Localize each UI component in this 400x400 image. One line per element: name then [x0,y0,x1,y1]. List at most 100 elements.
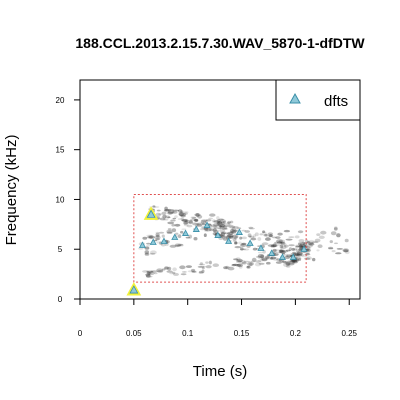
spectrogram-blob [212,232,218,236]
spectrogram-blob [262,250,266,254]
data-point [300,245,308,252]
spectrogram-blob [180,230,184,234]
spectrogram-blob [146,275,153,278]
spectrogram-blob [283,253,289,257]
spectrogram-blob [145,274,151,278]
spectrogram-blob [292,261,298,264]
spectrogram-blob [155,232,160,237]
spectrogram-blob [296,253,302,257]
spectrogram-blob [331,250,336,253]
spectrogram-blob [221,228,228,230]
spectrogram-blob [246,265,251,269]
y-tick-label: 15 [56,146,65,155]
spectrogram-blob [286,254,293,258]
spectrogram-blob [185,236,190,239]
spectrogram-blob [306,249,312,252]
spectrogram-blob [237,263,243,268]
spectrogram-blob [169,244,177,248]
spectrogram-blob [190,218,196,221]
spectrogram-blob [155,231,160,234]
spectrogram-blob [223,223,231,227]
spectrogram-blob [163,209,171,213]
spectrogram-blob [216,229,220,232]
spectrogram-blobs [138,205,350,278]
spectrogram-blob [276,242,284,247]
spectrogram-blob [250,260,256,263]
spectrogram-blob [261,258,268,262]
legend-triangle-icon [289,92,301,104]
y-tick-label: 0 [58,295,63,304]
highlighted-point-outline [126,281,142,296]
spectrogram-blob [281,250,289,253]
spectrogram-blob [344,238,349,243]
spectrogram-blob [292,251,297,254]
spectrogram-blob [217,224,221,227]
spectrogram-blob [169,272,176,275]
spectrogram-blob [336,233,341,238]
spectrogram-blob [161,268,166,271]
spectrogram-blob [202,265,207,268]
spectrogram-blob [205,261,209,264]
spectrogram-blob [266,261,271,265]
spectrogram-blob [146,272,152,275]
data-point [160,237,168,244]
spectrogram-blob [153,272,158,275]
data-point [235,228,243,235]
spectrogram-blob [232,238,237,241]
spectrogram-blob [261,242,269,246]
spectrogram-blob [193,218,199,222]
spectrogram-blob [178,212,185,217]
spectrogram-blob [257,257,264,260]
spectrogram-blob [185,265,192,268]
spectrogram-blob [167,211,173,215]
spectrogram-blob [279,244,284,249]
spectrogram-blob [186,224,193,228]
spectrogram-blob [234,241,238,245]
spectrogram-blob [228,235,234,239]
spectrogram-blob [240,243,245,246]
spectrogram-blob [188,220,193,225]
x-axis-label: Time (s) [193,363,247,380]
spectrogram-blob [280,245,287,250]
spectrogram-blob [180,273,187,276]
spectrogram-blob [203,227,209,231]
spectrogram-blob [152,205,156,208]
spectrogram-blob [274,249,280,252]
spectrogram-blob [238,241,242,245]
spectrogram-blob [161,234,165,238]
spectrogram-blob [145,273,151,276]
spectrogram-blob [148,271,155,276]
spectrogram-blob [294,235,300,239]
spectrogram-blob [279,248,283,253]
spectrogram-blob [251,257,257,262]
spectrogram-blob [199,262,203,266]
spectrogram-blob [180,217,185,221]
data-point [182,229,190,236]
spectrogram-blob [172,267,177,272]
spectrogram-blob [187,270,195,273]
spectrogram-blob [295,248,301,251]
spectrogram-blob [182,271,187,273]
spectrogram-blob [182,218,189,223]
spectrogram-blob [343,249,349,253]
spectrogram-blob [191,270,196,273]
spectrogram-blob [257,259,264,262]
spectrogram-blob [224,232,231,235]
spectrogram-blob [213,222,220,227]
spectrogram-blob [219,225,225,229]
spectrogram-blob [308,239,315,244]
spectrogram-blob [192,222,199,226]
spectrogram-blob [166,231,173,234]
spectrogram-blob [329,240,333,244]
spectrogram-blob [294,244,300,249]
spectrogram-blob [162,214,167,219]
spectrogram-blob [144,250,150,254]
spectrogram-blob [232,240,238,243]
spectrogram-blob [146,270,154,273]
spectrogram-blob [220,232,226,236]
spectrogram-blob [167,209,174,211]
spectrogram-blob [177,234,182,239]
spectrogram-blob [232,226,239,229]
spectrogram-blob [222,237,228,241]
